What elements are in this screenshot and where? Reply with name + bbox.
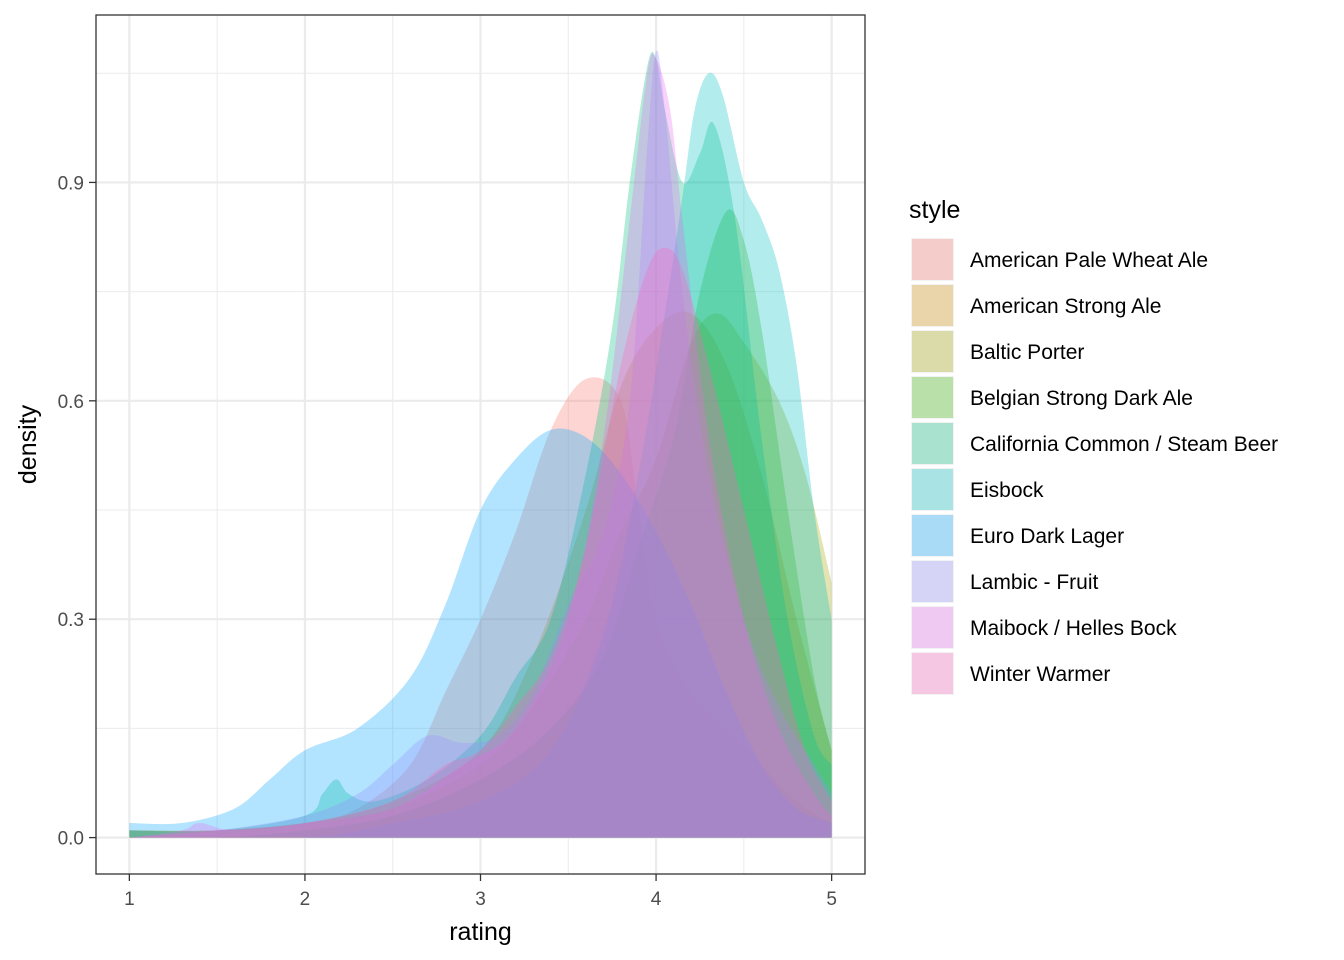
x-axis-title: rating <box>449 918 512 946</box>
grid-lines <box>96 15 865 874</box>
x-tick-label: 3 <box>475 889 486 910</box>
density-area-eisbock <box>129 72 832 838</box>
legend-key-background <box>911 514 954 557</box>
density-area-baltic-porter <box>129 313 832 838</box>
legend-key-background <box>911 560 954 603</box>
legend-key-background <box>911 468 954 511</box>
legend-key-background <box>911 652 954 695</box>
legend-swatch <box>912 285 953 326</box>
legend-title: style <box>909 196 960 224</box>
density-area-california-common-steam-beer <box>129 51 832 838</box>
legend-key-background <box>911 376 954 419</box>
y-tick-label: 0.0 <box>58 829 84 850</box>
legend-key-background <box>911 238 954 281</box>
density-area-maibock-helles-bock <box>129 53 832 838</box>
legend-items: American Pale Wheat Ale American Strong A… <box>911 238 1278 695</box>
density-area-euro-dark-lager <box>129 428 832 838</box>
legend-label: California Common / Steam Beer <box>970 433 1278 456</box>
y-axis-title: density <box>14 404 42 484</box>
legend-label: Euro Dark Lager <box>970 525 1124 548</box>
y-tick-label: 0.9 <box>58 173 84 194</box>
legend-key-background <box>911 422 954 465</box>
density-area-winter-warmer <box>129 247 832 838</box>
legend-swatch <box>912 331 953 372</box>
legend-key-background <box>911 284 954 327</box>
density-area-belgian-strong-dark-ale <box>129 209 832 838</box>
legend-label: American Strong Ale <box>970 295 1161 318</box>
legend-label: American Pale Wheat Ale <box>970 249 1208 272</box>
legend-key-background <box>911 330 954 373</box>
legend-label: Winter Warmer <box>970 663 1110 686</box>
legend-label: Lambic - Fruit <box>970 571 1099 594</box>
legend-swatch <box>912 239 953 280</box>
legend-label: Baltic Porter <box>970 341 1084 364</box>
legend-swatch <box>912 607 953 648</box>
density-area-american-strong-ale <box>129 311 832 838</box>
legend-label: Maibock / Helles Bock <box>970 617 1177 640</box>
legend-swatch <box>912 653 953 694</box>
legend-swatch <box>912 377 953 418</box>
x-tick-label: 1 <box>124 889 135 910</box>
legend-swatch <box>912 423 953 464</box>
density-area-american-pale-wheat-ale <box>129 377 832 838</box>
legend-label: Eisbock <box>970 479 1044 502</box>
x-tick-label: 4 <box>651 889 662 910</box>
y-tick-label: 0.3 <box>58 610 84 631</box>
legend-swatch <box>912 561 953 602</box>
density-areas <box>129 50 832 838</box>
legend: style American Pale Wheat Ale American St… <box>909 196 1278 695</box>
legend-key-background <box>911 606 954 649</box>
y-tick-label: 0.6 <box>58 392 84 413</box>
x-tick-label: 5 <box>826 889 837 910</box>
legend-label: Belgian Strong Dark Ale <box>970 387 1193 410</box>
x-tick-label: 2 <box>300 889 311 910</box>
axes: 1 2 3 4 5 0.0 0.3 0.6 0.9 <box>58 173 837 910</box>
legend-swatch <box>912 515 953 556</box>
legend-swatch <box>912 469 953 510</box>
density-area-lambic-fruit <box>129 50 832 838</box>
